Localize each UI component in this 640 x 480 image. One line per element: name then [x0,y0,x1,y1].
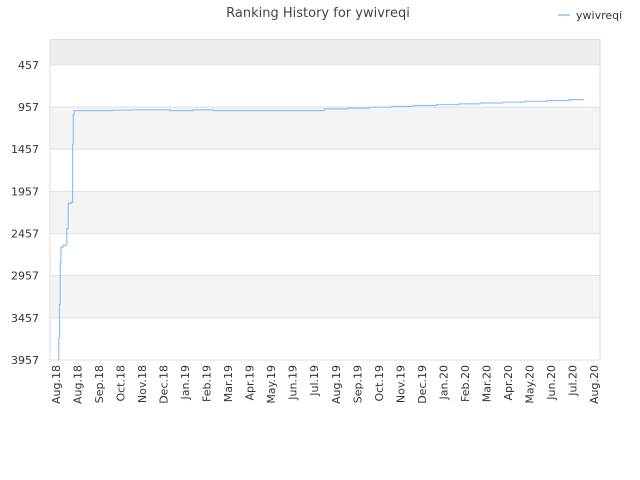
x-axis-ticks: Aug.18 Aug.18 Sep.18 Oct.18 Nov.18 Dec.18 Jan.… [50,365,601,404]
x-tick-label: Aug.20 [588,365,601,404]
y-tick-label: 1957 [11,185,39,198]
x-tick-label: Jan.20 [437,365,450,400]
y-tick-label: 1457 [11,143,39,156]
legend: ywivreqi [558,9,622,22]
plot-band [50,106,600,150]
y-axis-ticks: 457 957 1457 1957 2457 2957 3457 3957 [11,59,39,367]
x-tick-label: Feb.20 [459,365,472,402]
y-tick-label: 957 [18,101,39,114]
x-tick-label: Aug.18 [50,365,63,404]
x-tick-label: Mar.19 [222,365,235,402]
x-tick-label: Sep.18 [93,365,106,403]
y-tick-label: 2957 [11,270,39,283]
plot-band [50,39,600,65]
chart-title: Ranking History for ywivreqi [226,6,410,21]
x-tick-label: Jul.19 [308,365,321,397]
x-tick-label: Jun.19 [287,365,300,401]
y-tick-label: 3457 [11,312,39,325]
x-tick-label: Oct.19 [373,365,386,402]
y-tick-label: 3957 [11,354,39,367]
x-tick-label: May.19 [265,365,278,404]
legend-label: ywivreqi [576,9,622,22]
plot-band [50,275,600,318]
series-line-ywivreqi [58,98,584,361]
x-tick-label: Aug.19 [330,365,343,404]
x-tick-label: Nov.18 [136,365,149,403]
x-tick-label: Feb.19 [201,365,214,402]
x-tick-label: Dec.18 [158,365,171,404]
x-tick-label: Jan.19 [179,365,192,400]
x-tick-label: Aug.18 [72,365,85,404]
y-tick-label: 457 [18,59,39,72]
plot-band [50,191,600,234]
x-tick-label: Nov.19 [394,365,407,403]
plot-border [49,39,601,361]
x-tick-label: Jun.20 [545,365,558,401]
x-tick-label: Sep.19 [351,365,364,403]
x-tick-label: Apr.20 [502,365,515,401]
x-tick-label: Oct.18 [115,365,128,402]
x-tick-label: May.20 [523,365,536,404]
x-tick-label: Apr.19 [244,365,257,401]
x-tick-label: Dec.19 [416,365,429,404]
y-tick-label: 2457 [11,227,39,240]
plot-bands [50,39,600,318]
x-tick-label: Jul.20 [566,365,579,397]
x-tick-label: Mar.20 [480,365,493,402]
